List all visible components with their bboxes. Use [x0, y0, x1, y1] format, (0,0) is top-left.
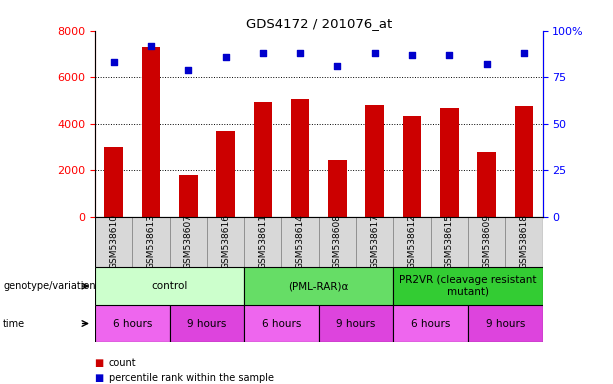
Bar [394, 217, 430, 267]
Bar [179, 175, 197, 217]
Point [109, 59, 118, 65]
Text: GSM538611: GSM538611 [258, 214, 267, 270]
Bar [244, 267, 394, 305]
Text: ■: ■ [95, 358, 107, 368]
Bar [142, 47, 160, 217]
Bar [514, 106, 533, 217]
Point [519, 50, 529, 56]
Text: GSM538609: GSM538609 [482, 214, 491, 270]
Text: 9 hours: 9 hours [485, 318, 525, 329]
Point [258, 50, 268, 56]
Text: GSM538615: GSM538615 [445, 214, 454, 270]
Bar [356, 217, 394, 267]
Point [332, 63, 342, 69]
Bar [319, 217, 356, 267]
Bar [328, 160, 347, 217]
Text: GSM538613: GSM538613 [147, 214, 156, 270]
Text: 9 hours: 9 hours [187, 318, 227, 329]
Text: 6 hours: 6 hours [113, 318, 152, 329]
Text: GSM538618: GSM538618 [519, 214, 528, 270]
Bar [440, 108, 459, 217]
Bar [281, 217, 319, 267]
Bar [244, 305, 319, 342]
Point [221, 54, 230, 60]
Point [183, 67, 193, 73]
Text: GSM538616: GSM538616 [221, 214, 230, 270]
Bar [170, 305, 244, 342]
Bar [365, 105, 384, 217]
Bar [170, 217, 207, 267]
Bar [244, 217, 281, 267]
Bar [403, 116, 421, 217]
Text: 6 hours: 6 hours [411, 318, 451, 329]
Bar [104, 147, 123, 217]
Text: count: count [109, 358, 136, 368]
Text: GSM538610: GSM538610 [109, 214, 118, 270]
Bar [468, 305, 543, 342]
Bar [319, 305, 394, 342]
Bar [505, 217, 543, 267]
Point [370, 50, 379, 56]
Bar [394, 305, 468, 342]
Point [444, 52, 454, 58]
Title: GDS4172 / 201076_at: GDS4172 / 201076_at [246, 17, 392, 30]
Bar [468, 217, 505, 267]
Bar [478, 152, 496, 217]
Bar [95, 305, 170, 342]
Text: time: time [3, 318, 25, 329]
Text: percentile rank within the sample: percentile rank within the sample [109, 373, 273, 383]
Bar [394, 267, 543, 305]
Point [295, 50, 305, 56]
Text: 6 hours: 6 hours [262, 318, 301, 329]
Text: GSM538612: GSM538612 [408, 215, 416, 269]
Text: (PML-RAR)α: (PML-RAR)α [289, 281, 349, 291]
Point [146, 43, 156, 49]
Text: PR2VR (cleavage resistant
mutant): PR2VR (cleavage resistant mutant) [399, 275, 536, 297]
Bar [95, 267, 244, 305]
Bar [430, 217, 468, 267]
Text: GSM538617: GSM538617 [370, 214, 379, 270]
Bar [291, 99, 310, 217]
Bar [216, 131, 235, 217]
Point [407, 52, 417, 58]
Text: genotype/variation: genotype/variation [3, 281, 96, 291]
Text: GSM538607: GSM538607 [184, 214, 192, 270]
Bar [95, 217, 132, 267]
Text: GSM538608: GSM538608 [333, 214, 342, 270]
Bar [254, 102, 272, 217]
Text: ■: ■ [95, 373, 107, 383]
Text: 9 hours: 9 hours [337, 318, 376, 329]
Text: control: control [151, 281, 188, 291]
Bar [132, 217, 170, 267]
Text: GSM538614: GSM538614 [295, 215, 305, 269]
Bar [207, 217, 244, 267]
Point [482, 61, 492, 67]
